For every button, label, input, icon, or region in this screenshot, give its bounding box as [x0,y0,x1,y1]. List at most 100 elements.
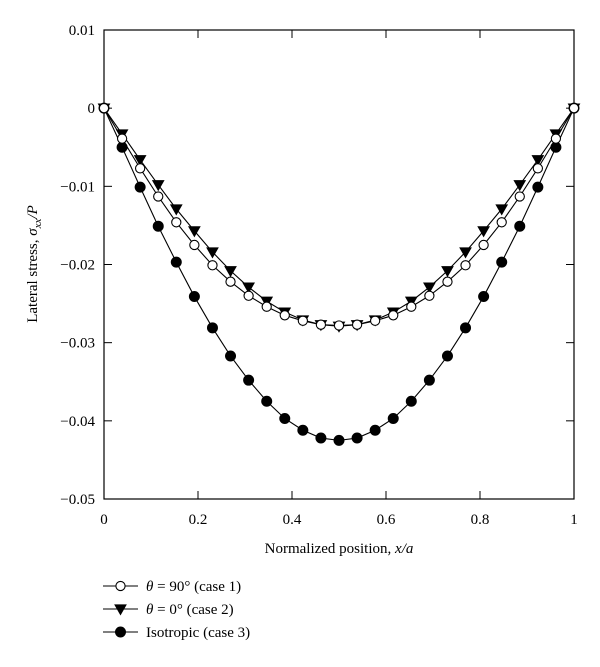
y-axis-label-subscript: xx [32,218,44,229]
series-3-line [103,107,575,441]
legend-label: θ = 90° (case 1) [146,579,241,595]
series-1-point [98,103,110,114]
series-3-point [532,181,544,193]
x-tick-label: 0.2 [189,512,208,528]
series-1-point [243,290,254,301]
series-1-point [550,133,562,144]
series-2-point [133,155,147,167]
legend-marker [114,604,127,616]
y-axis-label-symbol: σ [25,228,41,236]
series-1 [98,103,580,331]
legend-marker [115,580,126,592]
series-3-point [478,291,490,303]
series-1-point [261,301,272,312]
legend-label: θ = 0° (case 2) [146,602,234,618]
series-2-point [169,204,183,216]
legend: θ = 90° (case 1) θ = 0° (case 2) Isotropic… [103,579,250,641]
x-axis-label: Normalized position, x/a [265,541,414,557]
legend-marker [115,626,126,638]
y-tick-label: 0 [88,101,96,117]
series-2-point [477,226,490,238]
series-1-point [116,133,128,144]
legend-label: Isotropic (case 3) [146,625,250,641]
series-3-point [134,181,146,193]
y-tick-label: −0.05 [60,492,95,508]
legend-item-1: θ = 90° (case 1) [103,579,241,595]
series-3-point [423,374,435,386]
y-axis-label-suffix: /P [25,205,41,219]
series-3-point [333,434,345,446]
legend-item-2: θ = 0° (case 2) [103,602,234,618]
series-3-point [387,412,399,424]
series-2-point [151,180,165,192]
series-3 [98,102,580,446]
series-3-point [514,220,526,232]
x-tick-label: 0.4 [283,512,302,528]
series-1-line [103,107,575,327]
series-2-point [495,204,509,216]
series-1-point [153,191,164,202]
series-2 [97,103,581,333]
series-2-point [242,282,255,294]
series-1-point [134,163,146,174]
series-1-point [333,320,345,331]
series-3-point [170,256,182,268]
x-tick-label: 0 [100,512,108,528]
y-tick-label: −0.03 [60,336,95,352]
x-tick-label: 1 [570,512,578,528]
series-3-point [441,350,453,362]
x-axis-label-variable: x/a [394,541,413,557]
series-2-point [441,266,454,278]
series-1-point [297,315,309,326]
series-2-point [188,226,201,238]
series-2-point [206,247,219,259]
series-3-point [279,412,291,424]
series-1-point [171,217,182,228]
series-3-point [315,432,327,444]
series-3-point [405,395,417,407]
series-layer [97,102,581,446]
series-1-point [351,319,363,330]
series-2-point [459,247,472,259]
series-1-point [442,276,453,287]
y-axis-ticks: 0.01 0 −0.01 −0.02 −0.03 −0.04 −0.05 [60,23,574,508]
series-1-point [514,191,525,202]
series-1-point [189,239,200,251]
series-3-point [188,291,200,303]
series-1-point [568,103,580,114]
series-2-point [224,266,237,278]
series-1-point [478,239,489,251]
series-2-point [531,155,545,167]
series-3-point [152,220,164,232]
series-3-point [351,432,363,444]
y-tick-label: −0.01 [60,179,95,195]
series-3-point [261,395,273,407]
y-tick-label: −0.04 [60,414,95,430]
series-1-point [460,260,471,271]
y-tick-label: −0.02 [60,258,95,274]
series-1-point [406,301,417,312]
series-2-line [103,107,575,327]
x-tick-label: 0.6 [377,512,396,528]
x-axis-ticks: 0 0.2 0.4 0.6 0.8 1 [100,30,578,528]
series-3-point [460,322,472,334]
series-1-point [225,276,236,287]
series-3-point [369,424,381,436]
series-1-point [424,290,435,301]
series-1-point [207,260,218,271]
y-axis-label: Lateral stress, σxx/P [25,205,44,323]
series-1-point [532,163,544,174]
series-3-point [225,350,237,362]
legend-item-3: Isotropic (case 3) [103,625,250,641]
series-2-point [513,180,527,192]
series-3-point [496,256,508,268]
y-tick-label: 0.01 [69,23,95,39]
series-1-point [279,310,290,321]
series-1-point [315,319,327,330]
series-1-point [388,310,399,321]
series-3-point [297,424,309,436]
series-3-point [206,322,218,334]
plot-area: 0 0.2 0.4 0.6 0.8 1 0.01 0 −0.01 −0.02 −0.03 −0.04… [60,23,581,528]
series-2-point [423,282,436,294]
